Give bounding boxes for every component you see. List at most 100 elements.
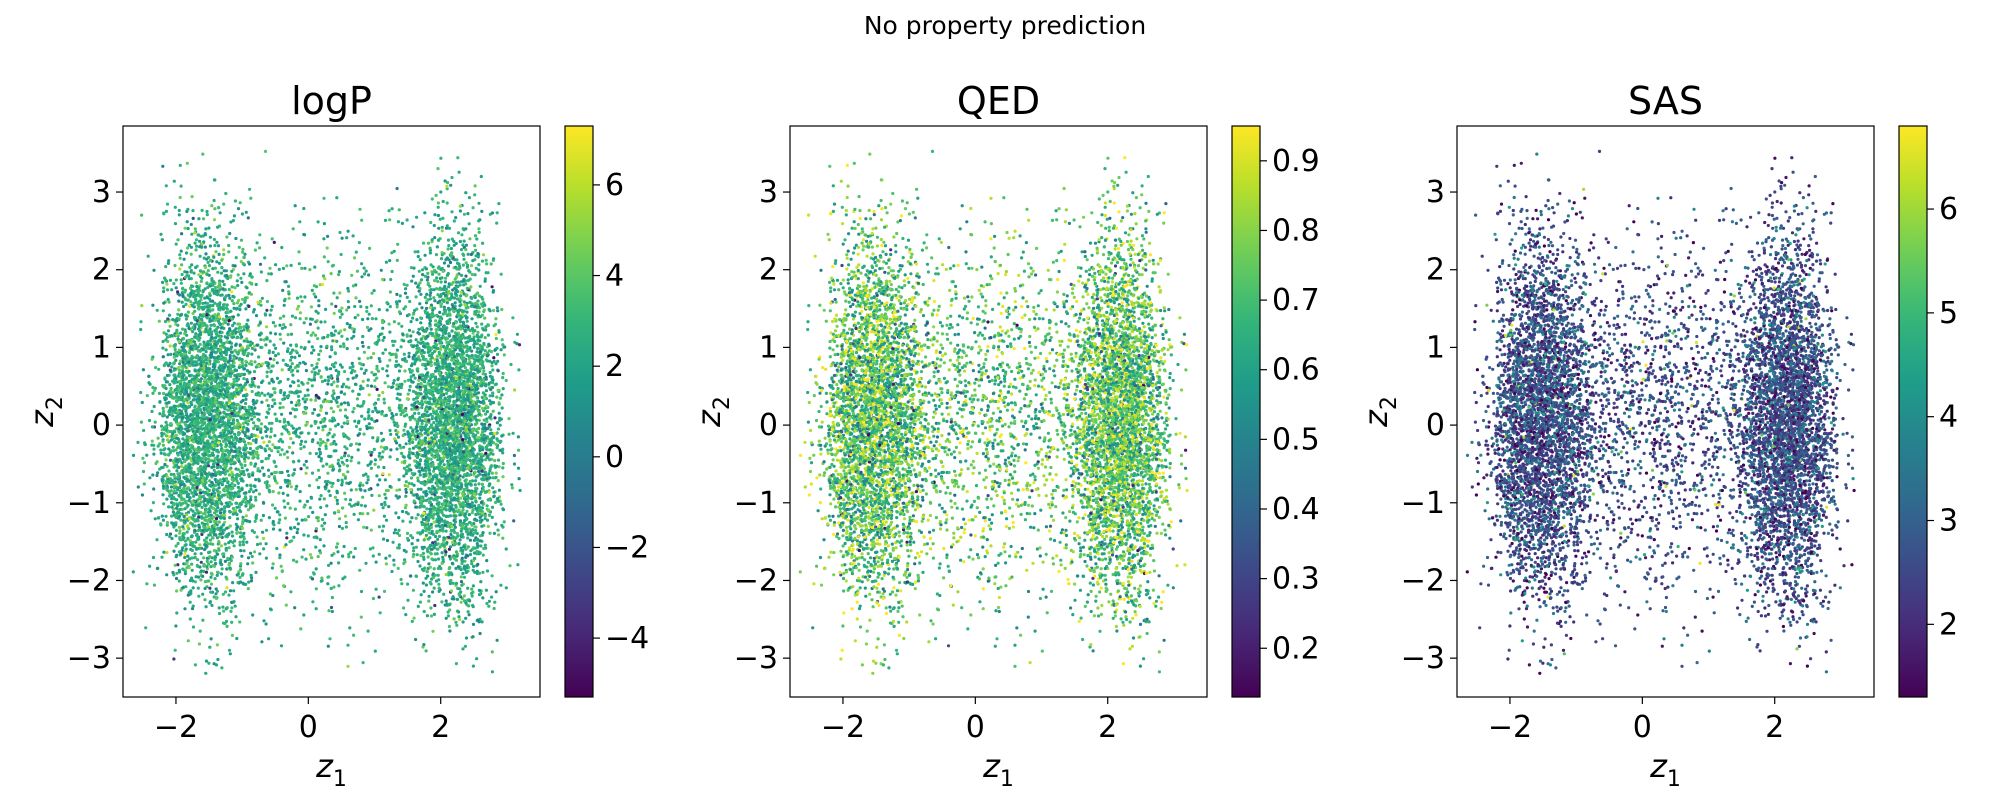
data-point: [201, 290, 205, 294]
data-point: [298, 317, 302, 321]
data-point: [205, 301, 210, 305]
data-point: [394, 412, 398, 417]
data-point: [463, 336, 467, 340]
data-point: [269, 308, 273, 312]
data-point: [216, 270, 220, 274]
data-point: [238, 332, 243, 336]
data-point: [377, 393, 381, 398]
data-point: [377, 552, 381, 556]
data-point: [475, 518, 479, 523]
data-point: [463, 559, 467, 563]
data-point: [190, 568, 194, 572]
data-point: [481, 448, 485, 452]
data-point: [403, 379, 407, 383]
data-point: [421, 273, 425, 277]
data-point: [236, 273, 240, 277]
data-point: [395, 396, 399, 401]
data-point: [160, 434, 164, 438]
data-point: [403, 560, 407, 564]
data-point: [428, 251, 432, 255]
data-point: [198, 488, 202, 492]
data-point: [425, 405, 429, 409]
data-point: [409, 370, 413, 374]
data-point: [370, 493, 374, 497]
data-point: [223, 335, 227, 339]
data-point: [397, 543, 401, 547]
data-point: [328, 493, 332, 498]
data-point: [431, 469, 436, 473]
data-point: [274, 354, 278, 358]
data-point: [186, 639, 190, 643]
data-point: [338, 291, 342, 295]
data-point: [421, 495, 425, 499]
data-point: [178, 362, 182, 366]
data-point: [209, 582, 214, 586]
data-point: [274, 263, 278, 267]
data-point: [442, 592, 446, 596]
data-point: [415, 553, 419, 557]
data-point: [193, 524, 197, 528]
data-point: [358, 387, 363, 391]
data-point: [176, 511, 180, 515]
data-point: [246, 562, 250, 566]
data-point: [229, 220, 233, 224]
data-point: [274, 470, 278, 474]
data-point: [338, 517, 342, 521]
data-point: [426, 271, 430, 275]
data-point: [411, 373, 416, 377]
data-point: [152, 443, 156, 447]
data-point: [241, 543, 246, 547]
data-point: [416, 487, 420, 491]
data-point: [406, 598, 410, 602]
data-point: [159, 232, 163, 236]
data-point: [457, 593, 462, 597]
data-point: [244, 307, 248, 311]
data-point: [499, 502, 503, 506]
data-point: [349, 550, 353, 554]
data-point: [369, 453, 373, 457]
data-point: [463, 599, 467, 603]
data-point: [183, 572, 187, 576]
data-point: [464, 261, 468, 265]
data-point: [306, 534, 310, 538]
data-point: [174, 576, 179, 581]
data-point: [420, 268, 425, 272]
data-point: [176, 563, 180, 567]
data-point: [319, 408, 323, 412]
data-point: [220, 567, 224, 571]
data-point: [477, 227, 481, 231]
data-point: [225, 235, 229, 239]
data-point: [157, 319, 161, 323]
data-point: [336, 550, 340, 554]
data-point: [250, 352, 254, 356]
data-point: [340, 365, 344, 369]
data-point: [161, 339, 165, 344]
data-point: [462, 594, 466, 598]
data-point: [229, 448, 233, 452]
data-point: [282, 452, 286, 456]
data-point: [459, 590, 463, 594]
data-point: [196, 233, 200, 237]
data-point: [329, 406, 333, 410]
data-point: [475, 342, 479, 346]
data-point: [236, 517, 240, 521]
data-point: [175, 589, 179, 593]
data-point: [235, 301, 239, 305]
data-point: [441, 484, 445, 488]
data-point: [270, 237, 274, 241]
data-point: [415, 385, 419, 389]
data-point: [388, 218, 392, 222]
data-point: [229, 309, 233, 313]
data-point: [172, 373, 176, 377]
data-point: [222, 416, 226, 420]
data-point: [450, 237, 454, 241]
data-point: [204, 570, 209, 574]
data-point: [427, 497, 431, 501]
data-point: [210, 572, 214, 577]
data-point: [327, 609, 331, 613]
data-point: [366, 317, 370, 321]
data-point: [200, 355, 204, 360]
data-point: [158, 412, 162, 416]
data-point: [449, 426, 453, 430]
data-point: [308, 451, 312, 455]
